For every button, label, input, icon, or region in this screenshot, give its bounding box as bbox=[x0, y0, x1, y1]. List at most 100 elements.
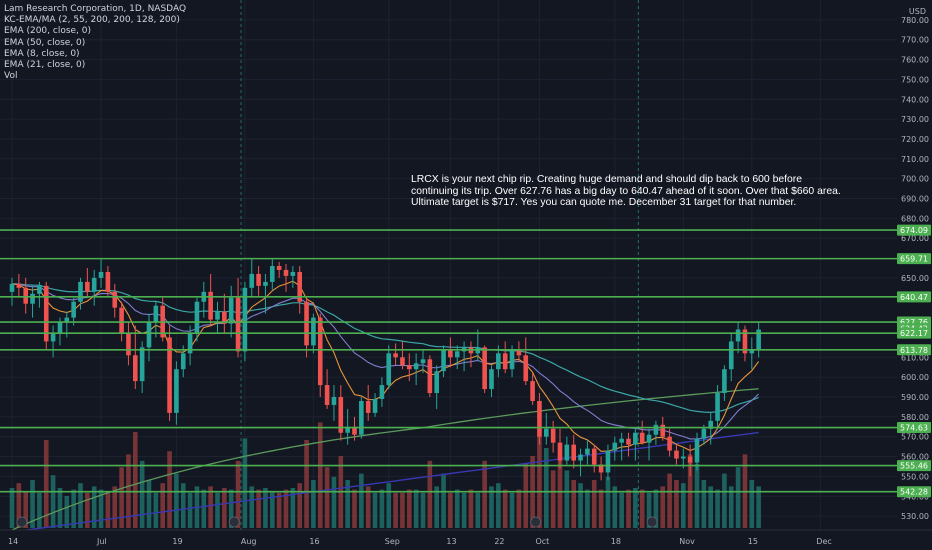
candle-body bbox=[708, 420, 713, 429]
ema200-line bbox=[11, 388, 759, 531]
level-price-label: 555.46 bbox=[900, 462, 928, 471]
candle-body bbox=[441, 349, 446, 372]
candle-body bbox=[681, 456, 686, 459]
candle-body bbox=[249, 273, 255, 288]
level-price-tag bbox=[897, 460, 931, 472]
volume-bar bbox=[297, 483, 302, 528]
volume-bar bbox=[208, 486, 213, 528]
kc-line bbox=[11, 431, 759, 533]
candle-body bbox=[407, 365, 412, 370]
price-tick-label: 750.00 bbox=[901, 75, 929, 84]
legend-vol[interactable]: Vol bbox=[4, 71, 18, 82]
price-tick-label: 720.00 bbox=[901, 135, 929, 144]
candle-body bbox=[516, 349, 522, 356]
symbol-title[interactable]: Lam Research Corporation, 1D, NASDAQ bbox=[4, 4, 187, 14]
volume-bar bbox=[78, 483, 83, 528]
time-tick-label: Aug bbox=[241, 537, 257, 546]
price-tick-label: 650.00 bbox=[901, 274, 929, 283]
candle-body bbox=[71, 301, 76, 318]
volume-bar bbox=[496, 483, 501, 528]
volume-bar bbox=[591, 480, 597, 528]
volume-bar bbox=[441, 473, 446, 528]
candle-body bbox=[591, 448, 597, 465]
candle-body bbox=[694, 438, 700, 463]
candle-body bbox=[653, 424, 659, 435]
price-tick-label: 680.00 bbox=[901, 214, 929, 223]
volume-bar bbox=[612, 486, 618, 528]
candle-body bbox=[749, 349, 755, 354]
volume-bar bbox=[263, 488, 268, 528]
volume-bar bbox=[139, 460, 145, 528]
time-tick-label: 15 bbox=[748, 537, 758, 546]
level-price-label: 613.78 bbox=[900, 346, 928, 355]
level-price-label: 574.63 bbox=[900, 424, 928, 433]
volume-bar bbox=[509, 492, 515, 528]
candle-body bbox=[544, 428, 549, 437]
candle-body bbox=[448, 349, 453, 358]
volume-bar bbox=[98, 489, 104, 528]
legend-ema200[interactable]: EMA (200, close, 0) bbox=[4, 26, 92, 37]
candle-body bbox=[701, 428, 707, 439]
candle-body bbox=[626, 438, 631, 445]
volume-bar bbox=[283, 489, 289, 528]
volume-bar bbox=[372, 492, 378, 528]
candle-body bbox=[482, 347, 487, 390]
volume-bar bbox=[701, 480, 707, 528]
candle-body bbox=[619, 438, 624, 443]
legend-kc[interactable]: KC-EMA/MA (2, 55, 200, 200, 128, 200) bbox=[4, 15, 180, 26]
time-tick-label: 16 bbox=[309, 537, 319, 546]
level-price-tag bbox=[897, 224, 931, 236]
candle-body bbox=[578, 454, 583, 461]
volume-bar bbox=[646, 492, 652, 528]
volume-bar bbox=[276, 492, 282, 528]
candle-body bbox=[372, 398, 378, 413]
volume-bar bbox=[468, 489, 474, 528]
legend-ema21[interactable]: EMA (21, close, 0) bbox=[4, 60, 86, 71]
candle-body bbox=[550, 428, 556, 443]
candle-body bbox=[715, 393, 720, 421]
level-price-label: 622.17 bbox=[900, 329, 928, 338]
volume-bar bbox=[386, 483, 392, 528]
level-price-tag bbox=[897, 422, 931, 434]
time-tick-label: 14 bbox=[8, 537, 18, 546]
candle-body bbox=[43, 285, 49, 342]
legend-ema50[interactable]: EMA (50, close, 0) bbox=[4, 37, 86, 48]
volume-bar bbox=[379, 489, 385, 528]
volume-bar bbox=[64, 496, 70, 528]
candle-body bbox=[557, 442, 563, 461]
chart-annotation[interactable]: LRCX is your next chip rip. Creating hug… bbox=[411, 174, 841, 209]
volume-bar bbox=[537, 428, 542, 528]
candle-body bbox=[667, 436, 672, 451]
volume-bar bbox=[619, 492, 624, 528]
volume-bar bbox=[331, 476, 337, 528]
candle-body bbox=[633, 432, 638, 445]
candle-body bbox=[146, 321, 152, 348]
volume-bar bbox=[249, 486, 255, 528]
candle-body bbox=[646, 434, 652, 443]
candle-body bbox=[756, 329, 761, 350]
candle-body bbox=[270, 265, 275, 282]
candle-body bbox=[660, 424, 666, 437]
candle-body bbox=[393, 353, 398, 358]
volume-bar bbox=[475, 492, 481, 528]
volume-bar bbox=[352, 489, 357, 528]
level-price-tag bbox=[897, 486, 931, 498]
candle-body bbox=[283, 269, 289, 276]
legend-ema8[interactable]: EMA (8, close, 0) bbox=[4, 48, 80, 59]
time-tick-label: Sep bbox=[385, 537, 400, 546]
candle-body bbox=[612, 442, 618, 451]
level-price-tag bbox=[897, 291, 931, 303]
candle-body bbox=[523, 355, 529, 382]
candle-body bbox=[297, 271, 302, 302]
volume-bar bbox=[222, 488, 227, 528]
candle-body bbox=[119, 307, 124, 334]
volume-bar bbox=[626, 489, 631, 528]
volume-bar bbox=[639, 489, 645, 528]
volume-bar bbox=[550, 470, 556, 528]
candle-body bbox=[9, 283, 15, 292]
volume-bar bbox=[317, 422, 323, 528]
candle-body bbox=[735, 329, 741, 342]
candle-body bbox=[105, 271, 111, 292]
candle-body bbox=[509, 349, 515, 370]
